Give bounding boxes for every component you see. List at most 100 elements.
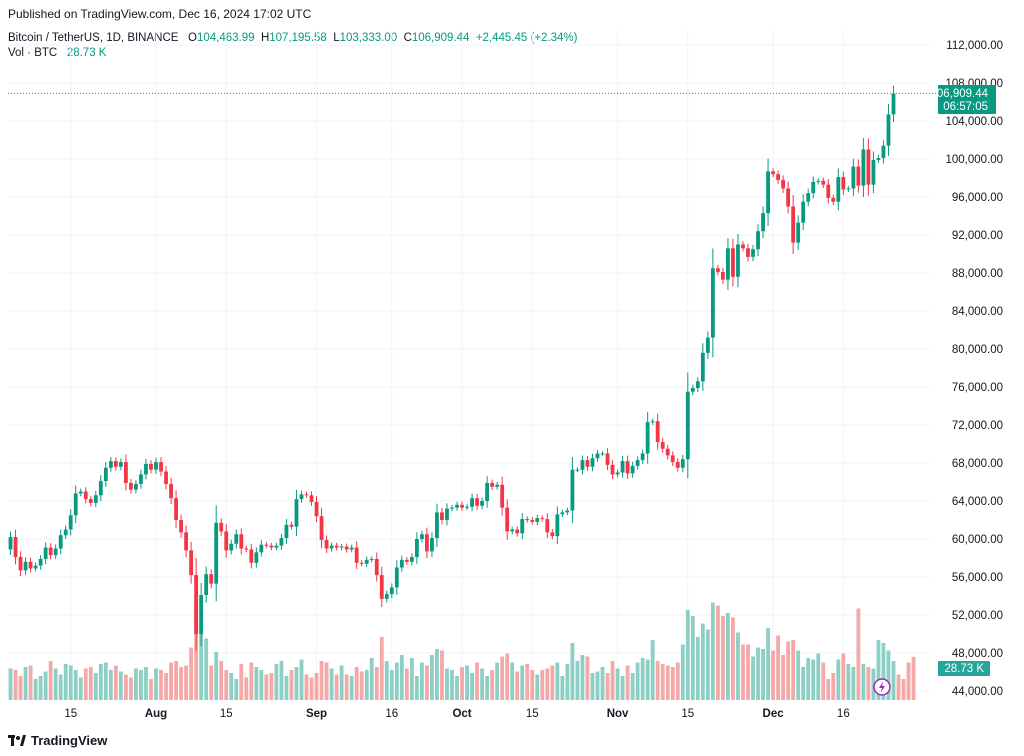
lightning-icon[interactable]: [873, 678, 891, 696]
volume-bar: [741, 644, 745, 700]
candle: [610, 460, 615, 480]
candle: [229, 539, 234, 555]
volume-bar: [771, 650, 775, 700]
candle: [826, 178, 831, 204]
candle: [811, 176, 816, 199]
candle: [38, 554, 43, 570]
volume-bar: [911, 656, 916, 700]
volume-label[interactable]: Vol · BTC: [8, 47, 58, 59]
tradingview-logo-icon: [8, 734, 26, 746]
time-axis[interactable]: 15 Aug 15 Sep 16 Oct 15 Nov 15 Dec 16: [64, 708, 849, 720]
candle: [690, 384, 695, 396]
volume-bar: [670, 667, 675, 700]
volume-bar: [159, 670, 163, 700]
candle: [630, 461, 635, 478]
volume-bar: [299, 659, 304, 700]
chart-grid: [8, 30, 930, 700]
volume-bar: [625, 665, 630, 700]
volume-bar: [23, 667, 28, 700]
close-label: C: [403, 32, 412, 44]
candle: [374, 552, 379, 582]
candle: [580, 455, 585, 475]
candle: [239, 528, 244, 555]
volume-bar: [866, 667, 871, 700]
volume-bar: [846, 664, 851, 700]
price-axis[interactable]: 112,000.00108,000.00104,000.00100,000.00…: [945, 40, 1003, 698]
volume-bar: [705, 629, 710, 700]
volume-bar: [570, 643, 575, 700]
candle: [766, 158, 770, 226]
time-tick-label: Sep: [306, 708, 327, 720]
candle: [139, 469, 143, 489]
volume-bar: [214, 652, 219, 700]
volume-bar: [339, 665, 344, 700]
volume-bar: [811, 659, 816, 700]
candle: [726, 238, 730, 290]
volume-bar: [856, 608, 861, 700]
high-label: H: [260, 32, 270, 44]
candle: [796, 215, 801, 250]
candle: [520, 513, 525, 540]
volume-bar: [144, 667, 148, 700]
candle: [650, 418, 655, 425]
price-chart[interactable]: 112,000.00108,000.00104,000.00100,000.00…: [0, 0, 1024, 730]
volume-bar: [33, 679, 38, 700]
time-tick-label: 15: [526, 708, 539, 720]
footer-brand[interactable]: TradingView: [8, 733, 107, 748]
candle: [414, 532, 419, 564]
high-value: 107,195.58: [269, 32, 327, 44]
volume-bar: [620, 676, 625, 700]
price-tick-label: 56,000.00: [952, 572, 1003, 584]
candle: [299, 490, 304, 503]
candle: [590, 453, 595, 472]
volume-bar: [394, 662, 399, 700]
volume-bar: [520, 665, 525, 700]
candle: [259, 540, 264, 557]
candle: [204, 566, 209, 603]
candle: [535, 514, 540, 526]
volume-bar: [555, 662, 560, 700]
candle: [83, 487, 88, 504]
volume-bar: [279, 661, 284, 700]
candle: [816, 178, 821, 185]
time-tick-label: Oct: [452, 708, 471, 720]
volume-bar: [655, 661, 660, 700]
low-value: 103,333.00: [339, 32, 398, 44]
candle: [149, 460, 153, 474]
candle: [465, 504, 469, 511]
volume-bar: [660, 664, 665, 700]
candle: [43, 542, 48, 565]
volume-bar: [329, 668, 334, 700]
candle: [480, 497, 485, 510]
volume-bar: [841, 653, 846, 700]
volume-bar: [249, 662, 254, 700]
candle: [570, 457, 575, 524]
volume-bar: [204, 638, 209, 700]
candle: [781, 175, 786, 193]
volume-bar: [98, 664, 103, 700]
volume-bar: [906, 662, 911, 700]
volume-bar: [309, 677, 314, 700]
symbol-name[interactable]: Bitcoin / TetherUS, 1D, BINANCE: [8, 32, 179, 44]
candle: [129, 478, 133, 494]
candle: [294, 489, 299, 536]
volume-bar: [425, 665, 429, 700]
candle: [123, 454, 128, 491]
volume-bar: [164, 673, 168, 700]
volume-bar: [389, 670, 394, 700]
price-tick-label: 44,000.00: [952, 686, 1003, 698]
candle: [58, 529, 63, 555]
volume-bar: [500, 656, 505, 700]
volume-bar: [349, 676, 354, 700]
volume-bar: [791, 640, 796, 700]
candle: [33, 562, 38, 572]
volume-tag: 28.73 K: [938, 661, 990, 676]
volume-bar: [414, 676, 419, 700]
volume-bar: [404, 668, 409, 700]
price-tick-label: 68,000.00: [952, 458, 1003, 470]
candle: [866, 138, 871, 196]
candle: [575, 467, 580, 473]
candle: [379, 566, 384, 608]
candle: [364, 556, 369, 568]
volume-bar: [184, 665, 189, 700]
